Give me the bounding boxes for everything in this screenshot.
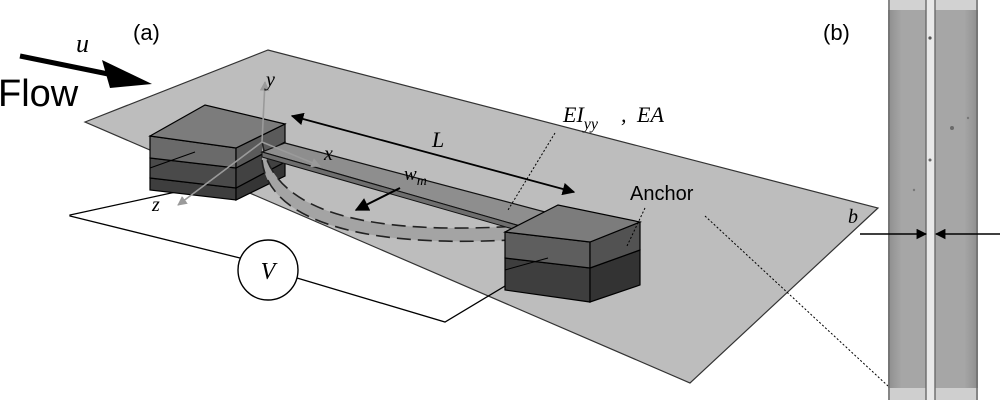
width-label-main: w — [404, 164, 417, 185]
micrograph-image — [888, 0, 978, 400]
stiffness-leader — [507, 132, 556, 211]
right-anchor — [502, 204, 643, 303]
micrograph-leader — [704, 215, 889, 387]
stiffness-separator: , — [621, 102, 627, 127]
axial-stiffness-label: EA — [636, 102, 664, 127]
micrograph-gap — [926, 0, 935, 400]
flow-arrow — [19, 53, 152, 88]
width-label-subscript: m — [417, 174, 427, 189]
panel-b-label: (b) — [823, 20, 850, 45]
voltage-label: V — [261, 259, 278, 285]
deflected-beam — [261, 139, 521, 243]
anchor-leader — [626, 207, 646, 247]
stiffness-label-subscript: yy — [582, 116, 599, 133]
gap-label: b — [848, 206, 858, 228]
panel-b: (b) b — [823, 0, 1000, 400]
width-arrow — [354, 187, 401, 211]
z-axis-arrow — [177, 141, 263, 206]
voltage-source — [237, 239, 299, 301]
y-axis-label: y — [264, 69, 275, 91]
y-axis-arrow — [259, 81, 270, 143]
stiffness-label-main: EI — [562, 102, 585, 127]
panel-a: (a) V — [0, 20, 889, 387]
flow-label: Flow — [0, 73, 79, 115]
stiffness-label: EIyy — [562, 102, 599, 133]
length-dimension-arrow — [290, 112, 576, 196]
panel-a-label: (a) — [133, 20, 160, 45]
z-axis-label: z — [151, 194, 160, 216]
anchor-label: Anchor — [630, 183, 694, 205]
length-label: L — [431, 127, 444, 152]
width-label: wm — [404, 164, 427, 189]
velocity-label: u — [76, 29, 89, 58]
voltage-circuit: V — [69, 189, 546, 323]
x-axis-label: x — [323, 143, 333, 165]
